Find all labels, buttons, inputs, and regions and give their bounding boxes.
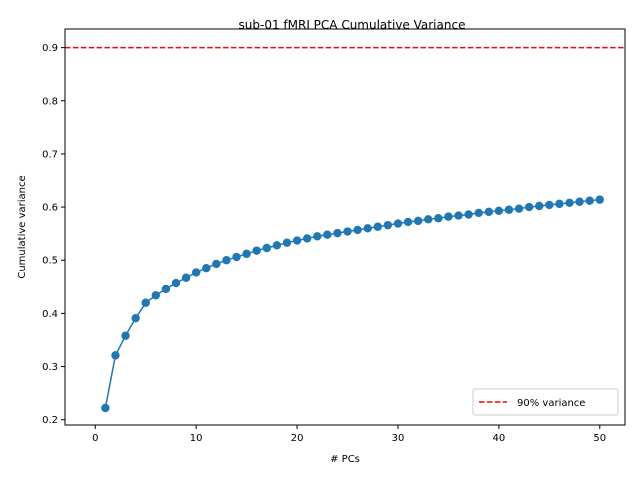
data-point xyxy=(191,268,201,277)
data-point xyxy=(373,222,382,231)
data-point xyxy=(363,224,372,233)
data-point xyxy=(524,202,534,212)
y-axis: 0.2 0.3 0.4 0.5 0.6 0.7 0.8 0.9 xyxy=(42,43,65,426)
data-point xyxy=(413,216,423,226)
y-tick-label: 0.2 xyxy=(42,415,58,426)
data-point xyxy=(252,246,261,255)
data-point xyxy=(202,263,211,273)
data-point xyxy=(292,236,302,245)
data-point xyxy=(333,228,342,238)
data-point xyxy=(282,238,292,247)
data-point xyxy=(575,197,584,206)
data-point xyxy=(302,234,312,243)
x-tick-label: 10 xyxy=(190,433,203,444)
data-point xyxy=(403,217,413,227)
data-point xyxy=(313,232,322,241)
data-point xyxy=(393,219,403,228)
data-point xyxy=(454,211,463,220)
data-point xyxy=(484,207,493,217)
plot-area xyxy=(65,46,625,413)
x-tick-label: 20 xyxy=(291,433,304,444)
data-point xyxy=(504,205,514,214)
data-point xyxy=(151,291,161,300)
y-tick-label: 0.3 xyxy=(42,362,58,373)
data-point xyxy=(171,278,181,288)
data-point xyxy=(585,196,594,205)
data-point xyxy=(222,256,231,265)
legend: 90% variance xyxy=(472,388,619,416)
data-point xyxy=(242,249,251,259)
data-point xyxy=(383,220,393,230)
data-point xyxy=(111,351,120,360)
x-tick-label: 50 xyxy=(593,433,606,444)
x-axis: 0 10 20 30 40 50 xyxy=(92,425,606,444)
data-point xyxy=(444,212,453,221)
axes-frame xyxy=(64,28,626,426)
data-point xyxy=(424,215,433,224)
data-point xyxy=(464,210,473,219)
y-axis-label: Cumulative variance xyxy=(17,175,28,278)
data-point xyxy=(353,225,362,235)
data-point xyxy=(181,273,191,282)
data-point xyxy=(262,243,272,253)
data-point xyxy=(141,298,150,307)
legend-box xyxy=(472,388,619,416)
x-tick-label: 30 xyxy=(392,433,405,444)
data-point xyxy=(474,208,483,218)
y-tick-label: 0.4 xyxy=(42,309,58,320)
data-point xyxy=(545,200,554,210)
y-tick-label: 0.8 xyxy=(42,96,58,107)
data-point xyxy=(272,241,282,250)
data-point xyxy=(232,252,241,262)
data-point xyxy=(131,313,140,323)
data-point xyxy=(565,198,574,208)
data-point xyxy=(212,259,221,269)
x-tick-label: 0 xyxy=(92,433,98,444)
x-tick-label: 40 xyxy=(493,433,506,444)
legend-label: 90% variance xyxy=(517,398,585,409)
data-point xyxy=(161,284,171,294)
data-point xyxy=(535,201,544,211)
data-point xyxy=(343,227,352,236)
data-point xyxy=(555,199,564,209)
data-point xyxy=(514,204,524,213)
y-tick-label: 0.5 xyxy=(42,256,58,267)
y-tick-label: 0.7 xyxy=(42,149,58,160)
series-line-0 xyxy=(104,198,600,409)
chart-title: sub-01 fMRI PCA Cumulative Variance xyxy=(239,18,466,32)
y-tick-label: 0.6 xyxy=(42,203,58,214)
data-point xyxy=(323,230,332,239)
data-point xyxy=(434,214,443,223)
data-point xyxy=(494,206,504,215)
y-tick-label: 0.9 xyxy=(42,43,58,54)
x-axis-label: # PCs xyxy=(330,454,360,465)
data-point xyxy=(121,331,130,340)
data-point xyxy=(595,195,604,204)
data-point xyxy=(101,403,110,413)
